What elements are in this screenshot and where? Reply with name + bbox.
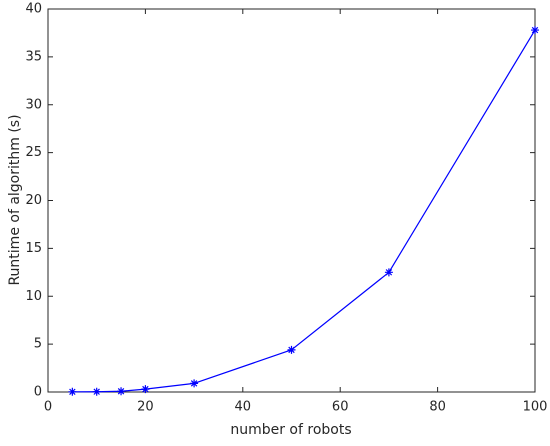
data-marker — [531, 26, 539, 35]
y-tick-label: 30 — [25, 97, 42, 112]
data-marker — [384, 268, 393, 277]
y-tick-label: 40 — [25, 2, 42, 17]
y-tick-label: 5 — [34, 337, 42, 352]
data-marker — [141, 385, 150, 394]
y-tick-label: 10 — [25, 289, 42, 304]
y-tick-label: 15 — [25, 241, 42, 256]
x-tick-label: 20 — [137, 400, 154, 415]
data-marker — [190, 379, 199, 388]
y-tick-label: 20 — [25, 193, 42, 208]
x-tick-label: 40 — [235, 400, 252, 415]
y-tick-label: 35 — [25, 49, 42, 64]
y-axis-label: Runtime of algorithm (s) — [7, 114, 23, 285]
data-marker — [287, 345, 296, 354]
x-tick-label: 100 — [523, 400, 548, 415]
y-tick-label: 0 — [34, 385, 42, 400]
data-marker — [68, 387, 77, 396]
x-tick-label: 80 — [429, 400, 446, 415]
x-axis-label: number of robots — [230, 422, 351, 438]
data-marker — [117, 387, 126, 396]
data-marker — [92, 387, 101, 396]
x-tick-label: 60 — [332, 400, 349, 415]
data-line — [72, 29, 536, 393]
plot-frame — [47, 8, 536, 393]
y-tick-label: 25 — [25, 145, 42, 160]
x-tick-label: 0 — [44, 400, 52, 415]
